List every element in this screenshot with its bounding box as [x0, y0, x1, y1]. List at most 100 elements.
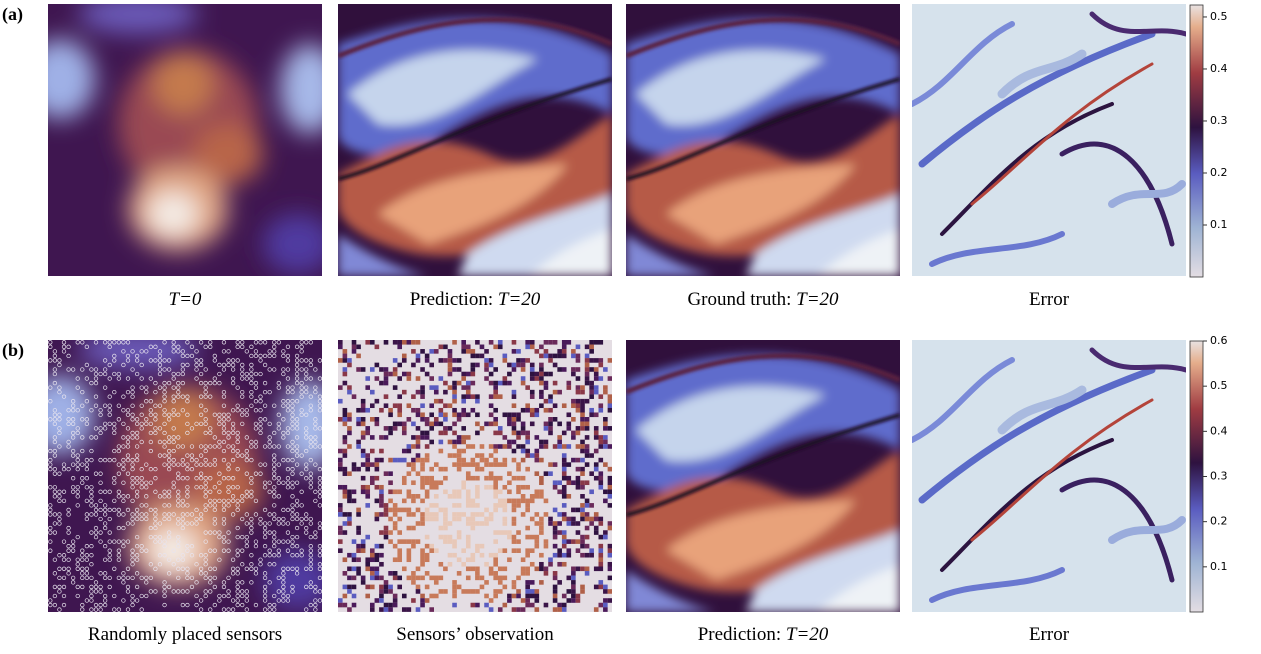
sensor-pixel	[383, 507, 389, 513]
sensor-pixel	[338, 340, 343, 345]
sensor-pixel	[479, 426, 485, 431]
sensor-pixel	[415, 439, 421, 445]
sensor-pixel	[607, 543, 612, 549]
sensor	[57, 444, 62, 449]
sensor-pixel	[507, 412, 512, 418]
sensor-pixel	[580, 516, 585, 522]
sensor-pixel	[561, 484, 567, 490]
sensor-pixel	[429, 362, 434, 368]
sensor	[57, 589, 62, 594]
sensor	[144, 580, 149, 585]
sensor-pixel	[360, 421, 366, 427]
sensor-pixel	[461, 457, 466, 463]
sensor	[171, 448, 176, 454]
sensor	[253, 426, 259, 431]
sensor-pixel	[351, 340, 357, 345]
sensor	[276, 575, 281, 581]
sensor-pixel	[561, 403, 567, 409]
sensor-pixel	[561, 593, 567, 599]
sensor-pixel	[561, 530, 567, 535]
sensor-pixel	[484, 516, 489, 522]
sensor-pixel	[539, 367, 544, 372]
sensor-pixel	[360, 403, 366, 409]
sensor	[304, 358, 309, 363]
sensor	[125, 389, 131, 395]
sensor	[89, 408, 94, 413]
sensor-pixel	[584, 480, 590, 486]
sensor	[75, 593, 80, 599]
sensor	[157, 403, 163, 408]
sensor-pixel	[420, 349, 425, 354]
sensor-pixel	[342, 407, 348, 413]
sensor-pixel	[534, 435, 540, 440]
sensor-pixel	[479, 543, 485, 549]
sensor-pixel	[497, 380, 503, 386]
sensor	[262, 417, 268, 422]
sensor	[240, 344, 245, 349]
sensor	[61, 584, 67, 590]
sensor-pixel	[488, 444, 494, 449]
sensor-pixel	[388, 589, 393, 594]
sensor-pixel	[571, 566, 576, 572]
sensor	[75, 408, 80, 413]
sensor	[198, 476, 204, 481]
colorbar-tick-label: 0.3	[1210, 114, 1228, 127]
sensor-pixel	[369, 480, 375, 486]
sensor-pixel	[598, 584, 604, 590]
sensor-pixel	[411, 457, 416, 463]
sensor	[189, 466, 195, 472]
sensor-pixel	[433, 580, 439, 585]
sensor-pixel	[461, 435, 466, 440]
sensor	[84, 466, 90, 472]
sensor	[281, 516, 286, 522]
sensor	[112, 358, 117, 363]
sensor-pixel	[497, 589, 503, 594]
sensor	[258, 521, 263, 526]
sensor-pixel	[369, 607, 375, 612]
sensor	[166, 457, 172, 463]
sensor-pixel	[575, 457, 581, 463]
sensor	[267, 421, 272, 426]
sensor	[84, 399, 90, 404]
sensor	[107, 457, 112, 463]
sensor-pixel	[415, 471, 421, 476]
sensor	[299, 394, 304, 399]
sensor-pixel	[397, 403, 403, 409]
sensor-pixel	[356, 543, 361, 549]
sensor	[294, 371, 300, 377]
sensor	[130, 466, 135, 472]
sensor	[116, 553, 121, 558]
sensor-pixel	[397, 539, 403, 544]
sensor-pixel	[475, 484, 480, 490]
sensor	[281, 580, 286, 585]
sensor-pixel	[356, 439, 361, 445]
sensor-pixel	[557, 552, 562, 558]
sensor-pixel	[374, 462, 380, 467]
sensor	[98, 584, 103, 590]
sensor	[176, 566, 181, 571]
sensor	[226, 489, 231, 494]
sensor	[244, 607, 249, 612]
sensor	[276, 480, 281, 485]
sensor-pixel	[502, 435, 508, 440]
sensor-pixel	[388, 507, 393, 513]
sensor-pixel	[552, 521, 558, 526]
sensor	[125, 494, 131, 499]
sensor	[304, 412, 309, 417]
sensor	[267, 367, 272, 372]
sensor-pixel	[401, 421, 407, 427]
sensor-pixel	[411, 394, 416, 399]
sensor	[125, 435, 131, 440]
sensor-pixel	[525, 580, 530, 585]
sensor	[121, 571, 126, 576]
sensor-pixel	[420, 430, 425, 436]
sensor-pixel	[593, 430, 599, 436]
sensor-pixel	[561, 494, 567, 499]
sensor	[258, 557, 263, 562]
sensor	[144, 548, 149, 553]
sensor	[304, 371, 309, 377]
sensor	[57, 426, 62, 431]
sensor	[267, 489, 272, 494]
sensor	[313, 385, 318, 390]
sensor-pixel	[443, 475, 448, 481]
